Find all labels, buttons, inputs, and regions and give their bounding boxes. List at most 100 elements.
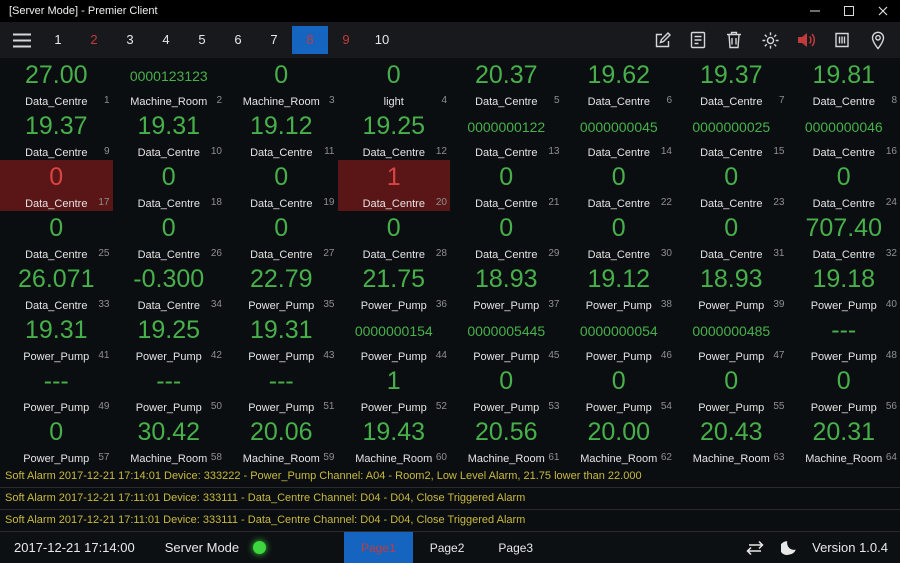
channel-cell[interactable]: 0000000485 Power_Pump 47 xyxy=(675,313,788,364)
alarm-message[interactable]: Soft Alarm 2017-12-21 17:11:01 Device: 3… xyxy=(0,488,900,510)
channel-label: Machine_Room xyxy=(130,453,208,465)
settings-icon[interactable] xyxy=(752,22,788,58)
channel-cell[interactable]: 19.31 Power_Pump 43 xyxy=(225,313,338,364)
page-number-button[interactable]: 3 xyxy=(126,32,134,47)
channel-cell[interactable]: 19.25 Data_Centre 12 xyxy=(338,109,451,160)
channel-footer: Data_Centre 6 xyxy=(563,92,676,108)
edit-icon[interactable] xyxy=(644,22,680,58)
channel-cell[interactable]: 19.62 Data_Centre 6 xyxy=(563,58,676,109)
alarm-message[interactable]: Soft Alarm 2017-12-21 17:14:01 Device: 3… xyxy=(0,466,900,488)
channel-cell[interactable]: 0000123123 Machine_Room 2 xyxy=(113,58,226,109)
channel-cell[interactable]: 0 Data_Centre 26 xyxy=(113,211,226,262)
channel-cell[interactable]: 0000005445 Power_Pump 45 xyxy=(450,313,563,364)
page-number-button[interactable]: 7 xyxy=(270,32,278,47)
channel-cell[interactable]: 0 Data_Centre 28 xyxy=(338,211,451,262)
page-tab[interactable]: Page2 xyxy=(429,540,465,555)
channel-cell[interactable]: 0 Data_Centre 22 xyxy=(563,160,676,211)
channel-cell[interactable]: 0000000025 Data_Centre 15 xyxy=(675,109,788,160)
maximize-button[interactable] xyxy=(832,0,866,22)
page-number-button[interactable]: 4 xyxy=(162,32,170,47)
page-number-button[interactable]: 5 xyxy=(198,32,206,47)
channel-cell[interactable]: 0 Data_Centre 17 xyxy=(0,160,113,211)
channel-cell[interactable]: 18.93 Power_Pump 37 xyxy=(450,262,563,313)
channel-cell[interactable]: 0000000046 Data_Centre 16 xyxy=(788,109,900,160)
close-button[interactable] xyxy=(866,0,900,22)
page-number-button[interactable]: 2 xyxy=(90,32,98,47)
channel-cell[interactable]: 19.43 Machine_Room 60 xyxy=(338,415,451,466)
page-number-button[interactable]: 8 xyxy=(292,26,328,54)
channel-cell[interactable]: 0 Data_Centre 19 xyxy=(225,160,338,211)
delete-icon[interactable] xyxy=(716,22,752,58)
channel-cell[interactable]: 20.37 Data_Centre 5 xyxy=(450,58,563,109)
channel-cell[interactable]: 0 Data_Centre 31 xyxy=(675,211,788,262)
channel-cell[interactable]: 1 Power_Pump 52 xyxy=(338,364,451,415)
menu-icon[interactable] xyxy=(4,22,40,58)
page-number-button[interactable]: 6 xyxy=(234,32,242,47)
channel-cell[interactable]: --- Power_Pump 50 xyxy=(113,364,226,415)
minimize-button[interactable] xyxy=(798,0,832,22)
channel-index: 10 xyxy=(210,146,222,157)
sync-icon[interactable] xyxy=(738,533,772,563)
channel-cell[interactable]: 19.31 Data_Centre 10 xyxy=(113,109,226,160)
channel-cell[interactable]: 0 Power_Pump 55 xyxy=(675,364,788,415)
clear-alarms-icon[interactable] xyxy=(824,22,860,58)
channel-cell[interactable]: 22.79 Power_Pump 35 xyxy=(225,262,338,313)
page-number-button[interactable]: 10 xyxy=(374,32,390,47)
channel-cell[interactable]: 21.75 Power_Pump 36 xyxy=(338,262,451,313)
channel-cell[interactable]: 0 Machine_Room 3 xyxy=(225,58,338,109)
location-icon[interactable] xyxy=(860,22,896,58)
channel-cell[interactable]: 20.31 Machine_Room 64 xyxy=(788,415,900,466)
channel-cell[interactable]: --- Power_Pump 51 xyxy=(225,364,338,415)
channel-cell[interactable]: 0 Data_Centre 21 xyxy=(450,160,563,211)
channel-cell[interactable]: 0 Data_Centre 23 xyxy=(675,160,788,211)
channel-cell[interactable]: 0 Data_Centre 24 xyxy=(788,160,900,211)
channel-cell[interactable]: 1 Data_Centre 20 xyxy=(337,160,450,211)
channel-cell[interactable]: 0 Data_Centre 27 xyxy=(225,211,338,262)
channel-cell[interactable]: 19.37 Data_Centre 9 xyxy=(0,109,113,160)
alarm-message[interactable]: Soft Alarm 2017-12-21 17:11:01 Device: 3… xyxy=(0,510,900,532)
channel-cell[interactable]: 19.25 Power_Pump 42 xyxy=(113,313,226,364)
channel-cell[interactable]: 30.42 Machine_Room 58 xyxy=(113,415,226,466)
channel-cell[interactable]: 20.06 Machine_Room 59 xyxy=(225,415,338,466)
channel-cell[interactable]: 19.18 Power_Pump 40 xyxy=(788,262,900,313)
channel-cell[interactable]: 0 light 4 xyxy=(338,58,451,109)
channel-cell[interactable]: 19.37 Data_Centre 7 xyxy=(675,58,788,109)
channel-cell[interactable]: --- Power_Pump 49 xyxy=(0,364,113,415)
channel-cell[interactable]: 0 Power_Pump 57 xyxy=(0,415,113,466)
alarm-sound-icon[interactable] xyxy=(788,22,824,58)
page-tab[interactable]: Page3 xyxy=(498,540,534,555)
channel-cell[interactable]: --- Power_Pump 48 xyxy=(788,313,900,364)
page-number-button[interactable]: 9 xyxy=(342,32,350,47)
channel-cell[interactable]: 19.12 Power_Pump 38 xyxy=(563,262,676,313)
channel-footer: Power_Pump 54 xyxy=(563,398,676,414)
page-tab[interactable]: Page1 xyxy=(344,532,413,563)
channel-cell[interactable]: 707.40 Data_Centre 32 xyxy=(788,211,900,262)
channel-cell[interactable]: 0000000122 Data_Centre 13 xyxy=(450,109,563,160)
page-number-button[interactable]: 1 xyxy=(54,32,62,47)
channel-cell[interactable]: 0 Data_Centre 29 xyxy=(450,211,563,262)
channel-value: 0 xyxy=(49,418,64,446)
channel-cell[interactable]: -0.300 Data_Centre 34 xyxy=(113,262,226,313)
channel-cell[interactable]: 19.31 Power_Pump 41 xyxy=(0,313,113,364)
channel-cell[interactable]: 0 Data_Centre 18 xyxy=(113,160,226,211)
channel-cell[interactable]: 20.56 Machine_Room 61 xyxy=(450,415,563,466)
channel-label: Power_Pump xyxy=(135,402,202,414)
channel-cell[interactable]: 0 Data_Centre 30 xyxy=(563,211,676,262)
channel-cell[interactable]: 0000000154 Power_Pump 44 xyxy=(338,313,451,364)
channel-cell[interactable]: 0 Power_Pump 53 xyxy=(450,364,563,415)
channel-cell[interactable]: 19.12 Data_Centre 11 xyxy=(225,109,338,160)
channel-cell[interactable]: 0000000045 Data_Centre 14 xyxy=(563,109,676,160)
channel-cell[interactable]: 20.43 Machine_Room 63 xyxy=(675,415,788,466)
channel-cell[interactable]: 0 Power_Pump 56 xyxy=(788,364,900,415)
channel-cell[interactable]: 19.81 Data_Centre 8 xyxy=(788,58,900,109)
channel-cell[interactable]: 20.00 Machine_Room 62 xyxy=(563,415,676,466)
channel-cell[interactable]: 0000000054 Power_Pump 46 xyxy=(563,313,676,364)
channel-cell[interactable]: 27.00 Data_Centre 1 xyxy=(0,58,113,109)
night-mode-icon[interactable] xyxy=(772,533,806,563)
channel-cell[interactable]: 0 Data_Centre 25 xyxy=(0,211,113,262)
channel-cell[interactable]: 0 Power_Pump 54 xyxy=(563,364,676,415)
channel-index: 56 xyxy=(885,401,897,412)
channel-cell[interactable]: 26.071 Data_Centre 33 xyxy=(0,262,113,313)
channel-cell[interactable]: 18.93 Power_Pump 39 xyxy=(675,262,788,313)
report-icon[interactable] xyxy=(680,22,716,58)
